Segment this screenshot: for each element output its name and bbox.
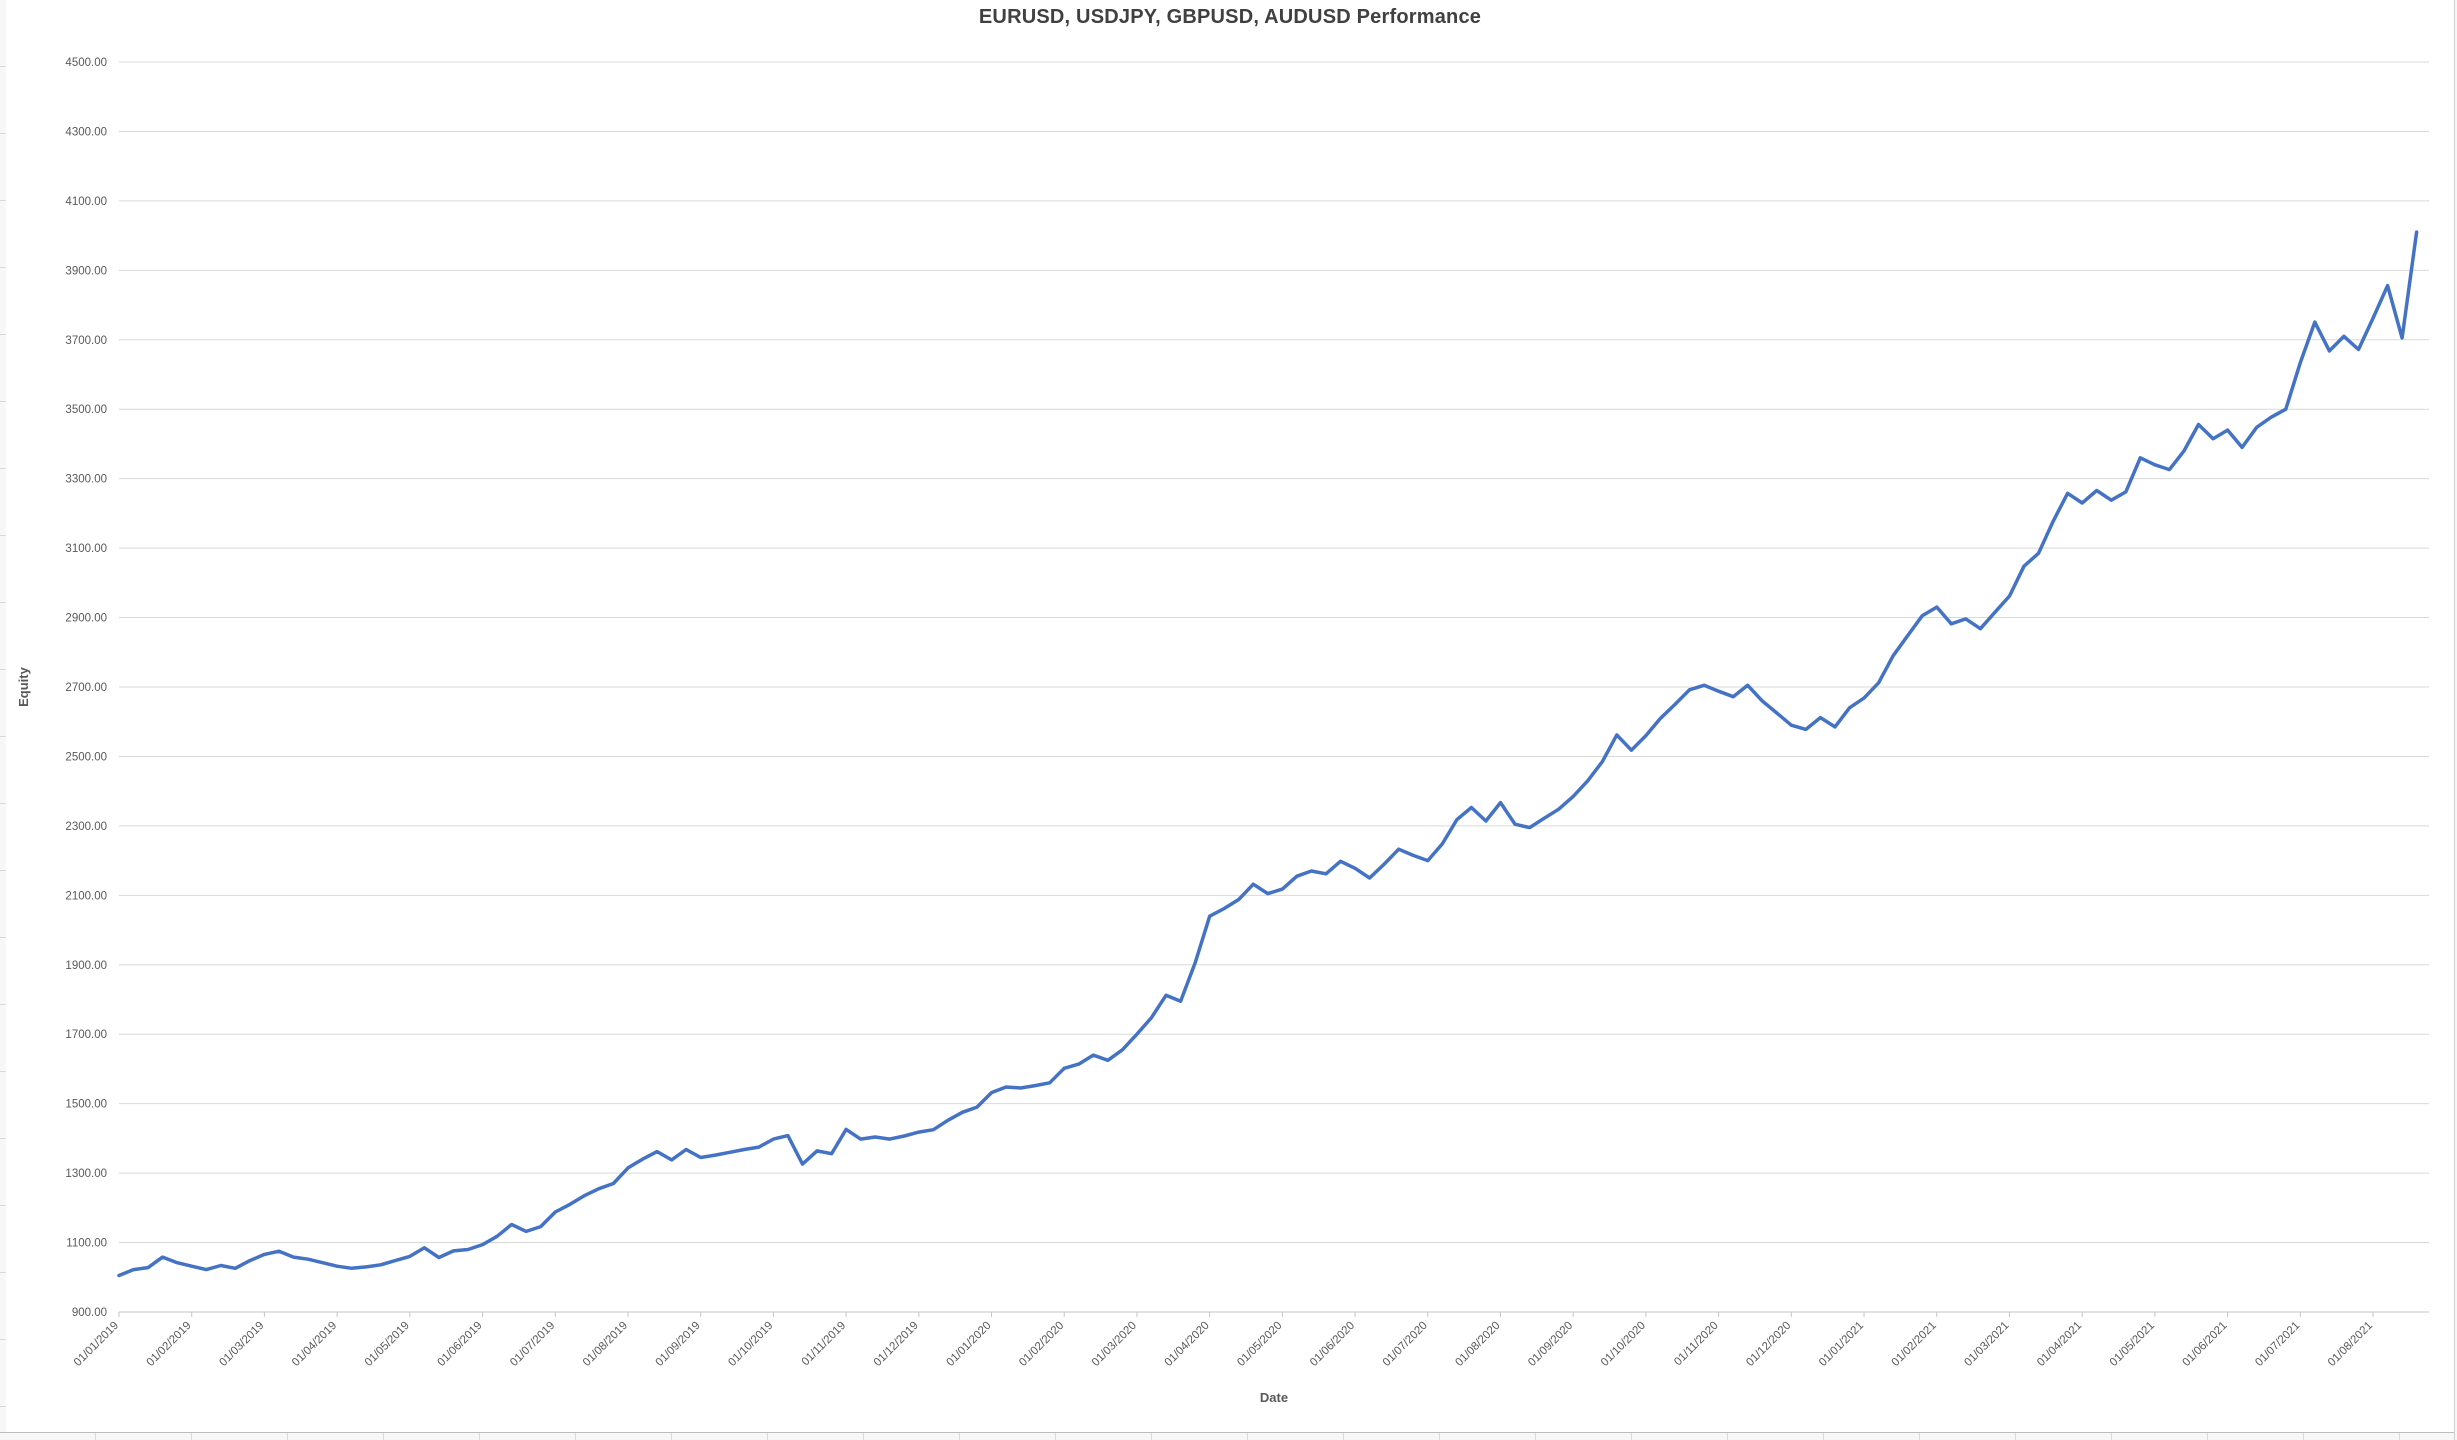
spreadsheet-edge-bottom: [0, 1432, 2457, 1440]
x-axis-tick-label: 01/03/2020: [1090, 1320, 1139, 1369]
y-axis-tick-label: 1300.00: [65, 1168, 107, 1180]
spreadsheet-edge-right: [2454, 0, 2457, 1440]
x-axis-tick-label: 01/04/2021: [2035, 1320, 2084, 1369]
x-axis-tick-label: 01/04/2019: [290, 1320, 339, 1369]
y-axis-tick-label: 4500.00: [65, 57, 107, 69]
x-axis-tick-label: 01/04/2020: [1163, 1320, 1212, 1369]
x-axis-tick-label: 01/09/2019: [654, 1320, 703, 1369]
chart-canvas: 4500.00 4300.00 4100.00 3900.00 3700.00 3500.…: [16, 57, 2429, 1405]
chart-object[interactable]: EURUSD, USDJPY, GBPUSD, AUDUSD Performan…: [6, 0, 2454, 1432]
x-axis-tick-label: 01/02/2019: [145, 1320, 194, 1369]
x-axis-tick-label: 01/03/2019: [217, 1320, 266, 1369]
spreadsheet-edge-left: [0, 0, 6, 1440]
x-axis-tick-label: 01/07/2019: [508, 1320, 557, 1369]
y-axis-tick-label: 1100.00: [66, 1238, 107, 1250]
y-axis-tick-label: 2100.00: [65, 890, 107, 902]
x-axis-tick-label: 01/01/2019: [72, 1320, 121, 1369]
x-axis-tick-label: 01/07/2021: [2253, 1320, 2302, 1369]
y-axis-tick-label: 1900.00: [65, 960, 107, 972]
y-axis-tick-label: 2300.00: [65, 821, 107, 833]
x-axis-tick-label: 01/01/2021: [1817, 1320, 1866, 1369]
x-axis-tick-label: 01/08/2021: [2326, 1320, 2375, 1369]
x-axis-tick-label: 01/10/2019: [726, 1320, 775, 1369]
x-axis-tick-label: 01/06/2020: [1308, 1320, 1357, 1369]
x-axis-tick-label: 01/06/2019: [435, 1320, 484, 1369]
x-axis-tick-label: 01/11/2020: [1672, 1320, 1721, 1369]
x-axis-tick-label: 01/08/2019: [581, 1320, 630, 1369]
y-axis-tick-label: 4100.00: [65, 196, 107, 208]
x-axis-title: Date: [1260, 1390, 1288, 1405]
x-axis-tick-label: 01/06/2021: [2181, 1320, 2230, 1369]
x-axis-tick-label: 01/02/2021: [1890, 1320, 1939, 1369]
y-axis-tick-label: 2500.00: [65, 751, 107, 763]
y-axis-tick-label: 2700.00: [65, 682, 107, 694]
chart-title: EURUSD, USDJPY, GBPUSD, AUDUSD Performan…: [978, 6, 1482, 28]
x-axis-tick-label: 01/05/2019: [363, 1320, 412, 1369]
y-axis-tick-label: 900.00: [72, 1307, 107, 1319]
y-axis-tick-label: 1700.00: [65, 1029, 107, 1041]
equity-line-series: [117, 230, 2419, 1278]
y-axis-title: Equity: [16, 666, 31, 706]
x-axis-tick-label: 01/03/2021: [1962, 1320, 2011, 1369]
y-axis-tick-label: 2900.00: [65, 613, 107, 625]
x-axis-tick-label: 01/01/2020: [944, 1320, 993, 1369]
x-axis-tick-label: 01/12/2020: [1744, 1320, 1793, 1369]
y-axis-tick-label: 3300.00: [65, 474, 107, 486]
y-axis-tick-label: 1500.00: [65, 1099, 107, 1111]
x-axis-tick-label: 01/05/2021: [2108, 1320, 2157, 1369]
x-axis-tick-label: 01/02/2020: [1017, 1320, 1066, 1369]
y-axis-tick-label: 3900.00: [65, 265, 107, 277]
x-axis-tick-label: 01/05/2020: [1235, 1320, 1284, 1369]
x-axis-tick-label: 01/08/2020: [1453, 1320, 1502, 1369]
y-axis-tick-label: 3700.00: [65, 335, 107, 347]
y-axis-tick-label: 4300.00: [65, 126, 107, 138]
y-axis-tick-label: 3500.00: [65, 404, 107, 416]
x-axis-tick-label: 01/09/2020: [1526, 1320, 1575, 1369]
x-axis-tick-label: 01/11/2019: [800, 1320, 849, 1369]
x-axis-tick-label: 01/07/2020: [1381, 1320, 1430, 1369]
x-axis-tick-label: 01/10/2020: [1599, 1320, 1648, 1369]
y-axis-tick-label: 3100.00: [65, 543, 107, 555]
x-axis-tick-label: 01/12/2019: [872, 1320, 921, 1369]
